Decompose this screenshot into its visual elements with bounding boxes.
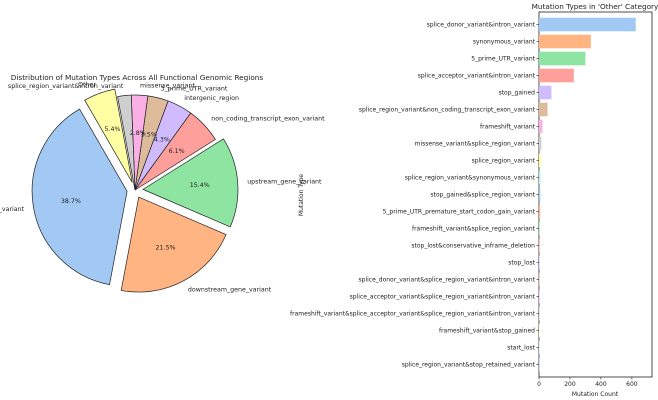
pie-category-label-missense-variant: missense_variant [140,83,195,90]
bar-y-tick-label-splice-acceptor-variant-splice-region-variant-intron-variant: splice_acceptor_variant&splice_region_va… [350,294,536,301]
bar-y-tick-label-missense-variant-splice-region-variant: missense_variant&splice_region_variant [415,141,536,148]
bar-5-prime-utr-variant [539,51,586,66]
bar-stop-lost-conservative-inframe-deletion [539,238,540,253]
pie-slice-upstream-gene-variant [142,138,239,228]
bar-y-tick-label-stop-lost: stop_lost [508,260,535,267]
bar-start-lost [539,340,540,355]
bar-y-axis-label: Mutation Type [298,174,305,216]
pie-title: Distribution of Mutation Types Across Al… [11,73,264,82]
pie-pct-label-intergenic-region: 4.3% [154,137,170,144]
bar-missense-variant-splice-region-variant [539,136,542,151]
bar-y-tick-label-frameshift-variant-splice-region-variant: frameshift_variant&splice_region_variant [412,226,536,233]
pie-category-label-downstream-gene-variant: downstream_gene_variant [188,286,272,293]
bar-x-tick-label-200: 200 [564,381,576,388]
bar-stop-gained [539,85,552,100]
bar-title: Mutation Types in 'Other' Category [532,2,658,11]
bar-x-tick-label-600: 600 [626,381,638,388]
pie-category-label-intron-variant: intron_variant [0,206,25,213]
bar-frameshift-variant-stop-gained [539,323,540,338]
pie-pct-label-missense-variant: 2.8% [130,130,146,137]
bar-synonymous-variant [539,34,591,49]
bar-y-tick-label-stop-lost-conservative-inframe-deletion: stop_lost&conservative_inframe_deletion [411,243,535,250]
pie-pct-label-non-coding-transcript-exon-variant: 6.1% [169,148,185,155]
bar-frameshift-variant [539,119,543,134]
bar-y-tick-label-start-lost: start_lost [507,345,535,352]
bar-y-tick-label-frameshift-variant-splice-acceptor-variant-splice-region-variant-intron-variant: frameshift_variant&splice_acceptor_varia… [290,311,536,318]
bar-y-tick-label-stop-gained-splice-region-variant: stop_gained&splice_region_variant [430,192,535,199]
bar-y-tick-label-splice-region-variant: splice_region_variant [472,158,536,165]
pie-pct-label-upstream-gene-variant: 15.4% [190,182,210,189]
pie-slice-downstream-gene-variant [120,196,227,293]
bar-y-tick-label-splice-acceptor-variant-intron-variant: splice_acceptor_variant&intron_variant [418,73,536,80]
pie-slice-intron-variant [31,108,128,286]
pie-category-label-other: Other [78,82,96,89]
bar-stop-lost [539,255,540,270]
bar-y-tick-label-synonymous-variant: synonymous_variant [473,39,536,46]
bar-x-tick-label-400: 400 [595,381,607,388]
pie-slice-other [84,88,133,183]
pie-category-label-non-coding-transcript-exon-variant: non_coding_transcript_exon_variant [211,116,325,123]
pie-category-label-intergenic-region: intergenic_region [184,95,239,102]
pie-category-label-splice-region-variant-intron-variant: splice_region_variant&intron_variant [8,83,124,90]
bar-y-tick-label-5-prime-utr-premature-start-codon-gain-variant: 5_prime_UTR_premature_start_codon_gain_v… [383,209,536,216]
bar-y-tick-label-frameshift-variant: frameshift_variant [480,124,536,131]
bar-chart: Mutation Types in 'Other' Category splic… [290,2,658,398]
bar-y-tick-label-splice-region-variant-synonymous-variant: splice_region_variant&synonymous_variant [405,175,536,182]
bar-y-tick-label-splice-region-variant-non-coding-transcript-exon-variant: splice_region_variant&non_coding_transcr… [359,107,536,114]
bar-x-axis-label: Mutation Count [572,391,619,398]
bar-y-tick-label-splice-donor-variant-intron-variant: splice_donor_variant&intron_variant [427,22,536,29]
bar-frameshift-variant-splice-region-variant [539,221,540,236]
bar-stop-gained-splice-region-variant [539,187,541,202]
bar-splice-acceptor-variant-splice-region-variant-intron-variant [539,289,540,304]
pie-pct-label-other: 5.4% [105,126,121,133]
pie-pct-label-3-prime-utr-variant: 3.5% [141,132,157,139]
pie-category-label-upstream-gene-variant: upstream_gene_variant [247,178,322,185]
bar-y-tick-label-stop-gained: stop_gained [499,90,536,97]
pie-chart: Distribution of Mutation Types Across Al… [0,73,325,293]
bar-splice-region-variant-synonymous-variant [539,170,541,185]
pie-pct-label-downstream-gene-variant: 21.5% [155,244,175,251]
bar-y-tick-label-splice-region-variant-stop-retained-variant: splice_region_variant&stop_retained_vari… [402,362,536,369]
bar-splice-region-variant [539,153,541,168]
pie-category-label-3-prime-utr-variant: 3_prime_UTR_variant [161,86,228,93]
bar-splice-acceptor-variant-intron-variant [539,68,574,83]
bar-splice-region-variant-stop-retained-variant [539,357,540,372]
bar-frameshift-variant-splice-acceptor-variant-splice-region-variant-intron-variant [539,306,540,321]
pie-pct-label-intron-variant: 38.7% [61,198,81,205]
bar-splice-donor-variant-intron-variant [539,17,636,32]
bar-splice-donor-variant-splice-region-variant-intron-variant [539,272,540,287]
bar-y-tick-label-frameshift-variant-stop-gained: frameshift_variant&stop_gained [439,328,535,335]
bar-splice-region-variant-non-coding-transcript-exon-variant [539,102,548,117]
bar-plot-frame [538,11,653,378]
pie-slice-splice-region-variant-intron-variant [117,94,136,191]
bar-x-tick-label-0: 0 [537,381,541,388]
bar-5-prime-utr-premature-start-codon-gain-variant [539,204,541,219]
bar-y-tick-label-splice-donor-variant-splice-region-variant-intron-variant: splice_donor_variant&splice_region_varia… [359,277,536,284]
bar-y-tick-label-5-prime-utr-variant: 5_prime_UTR_variant [471,56,535,63]
